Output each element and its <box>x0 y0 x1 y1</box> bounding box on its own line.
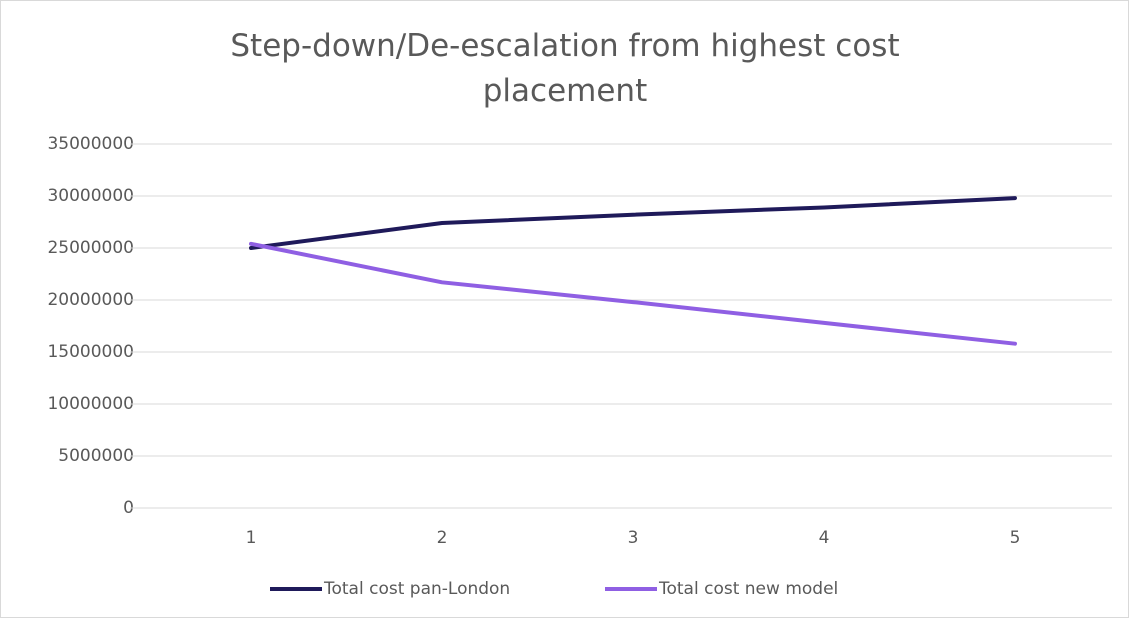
y-tick-label: 30000000 <box>47 186 134 206</box>
chart-title: Step-down/De-escalation from highest cos… <box>230 28 900 109</box>
y-tick-label: 15000000 <box>47 342 134 362</box>
line <box>249 241 1017 346</box>
y-tick-label: 10000000 <box>47 394 134 414</box>
y-tick-label: 20000000 <box>47 290 134 310</box>
y-tick-label: 35000000 <box>47 134 134 154</box>
x-tick-label: 5 <box>1010 528 1021 548</box>
x-tick-label: 1 <box>246 528 257 548</box>
line <box>249 196 1017 250</box>
y-tick-label: 25000000 <box>47 238 134 258</box>
legend-label: Total cost new model <box>658 579 838 599</box>
x-tick-label: 2 <box>437 528 448 548</box>
y-tick-label: 5000000 <box>58 446 134 466</box>
legend-label: Total cost pan-London <box>323 579 510 599</box>
y-tick-label: 0 <box>123 498 134 518</box>
x-tick-label: 3 <box>628 528 639 548</box>
x-tick-label: 4 <box>819 528 830 548</box>
